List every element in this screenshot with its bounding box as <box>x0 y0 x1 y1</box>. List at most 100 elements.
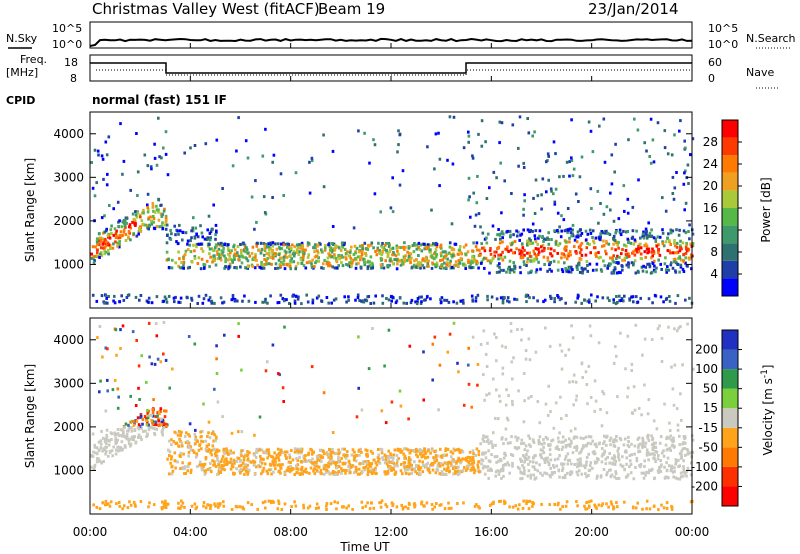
heatmap-cell <box>323 248 327 252</box>
heatmap-cell <box>633 408 637 412</box>
heatmap-cell <box>394 254 398 258</box>
heatmap-cell <box>529 473 533 477</box>
heatmap-cell <box>407 456 411 460</box>
heatmap-cell <box>179 467 182 470</box>
heatmap-cell <box>480 242 483 246</box>
heatmap-cell <box>224 463 227 467</box>
heatmap-cell <box>477 212 481 216</box>
heatmap-cell <box>444 266 448 270</box>
heatmap-cell <box>233 255 236 259</box>
heatmap-cell <box>369 449 373 453</box>
heatmap-cell <box>626 395 629 399</box>
heatmap-cell <box>424 456 427 460</box>
heatmap-cell <box>283 473 287 477</box>
heatmap-cell <box>325 468 329 472</box>
heatmap-cell <box>494 250 498 254</box>
heatmap-cell <box>387 298 391 302</box>
heatmap-cell <box>301 258 305 261</box>
heatmap-cell <box>399 469 403 473</box>
heatmap-cell <box>553 503 556 506</box>
heatmap-cell <box>302 454 305 458</box>
heatmap-cell <box>586 232 590 236</box>
heatmap-cell <box>490 502 494 506</box>
heatmap-cell <box>629 459 632 463</box>
heatmap-cell <box>660 267 663 271</box>
heatmap-cell <box>295 457 298 460</box>
heatmap-cell <box>404 254 407 258</box>
heatmap-cell <box>565 257 569 261</box>
heatmap-cell <box>562 174 565 178</box>
heatmap-cell <box>328 253 332 257</box>
heatmap-cell <box>416 297 420 300</box>
heatmap-cell <box>212 439 215 443</box>
heatmap-cell <box>528 251 531 255</box>
heatmap-cell <box>297 295 300 299</box>
heatmap-cell <box>171 258 174 262</box>
heatmap-cell <box>429 248 432 252</box>
heatmap-cell <box>523 253 526 257</box>
heatmap-cell <box>589 334 593 338</box>
heatmap-cell <box>126 506 130 510</box>
heatmap-cell <box>246 471 250 474</box>
heatmap-cell <box>595 506 598 510</box>
heatmap-cell <box>272 470 275 474</box>
heatmap-cell <box>614 470 617 474</box>
heatmap-cell <box>195 452 199 456</box>
heatmap-cell <box>380 266 383 270</box>
heatmap-cell <box>639 236 642 240</box>
heatmap-cell <box>223 333 226 337</box>
heatmap-cell <box>682 270 686 273</box>
heatmap-cell <box>275 247 279 251</box>
heatmap-cell <box>546 256 550 260</box>
x-tick-label: 00:00 <box>675 525 710 539</box>
heatmap-cell <box>107 243 111 247</box>
heatmap-cell <box>116 432 120 436</box>
heatmap-cell <box>246 457 250 461</box>
heatmap-cell <box>201 235 204 239</box>
heatmap-cell <box>260 461 264 465</box>
heatmap-cell <box>293 245 296 249</box>
heatmap-cell <box>389 452 392 456</box>
heatmap-cell <box>429 297 432 301</box>
heatmap-cell <box>374 468 377 472</box>
heatmap-cell <box>381 245 384 249</box>
heatmap-cell <box>550 254 554 258</box>
heatmap-cell <box>666 265 669 269</box>
heatmap-cell <box>508 229 512 233</box>
heatmap-cell <box>138 213 142 217</box>
heatmap-cell <box>689 256 693 260</box>
heatmap-cell <box>666 475 669 479</box>
heatmap-cell <box>311 301 315 305</box>
heatmap-cell <box>417 254 420 257</box>
heatmap-cell <box>262 195 266 199</box>
heatmap-cell <box>261 457 264 461</box>
heatmap-cell <box>408 344 412 348</box>
heatmap-cell <box>194 507 198 511</box>
heatmap-cell <box>413 259 416 263</box>
heatmap-cell <box>202 501 206 504</box>
heatmap-cell <box>484 256 488 260</box>
heatmap-cell <box>190 229 193 233</box>
heatmap-cell <box>672 436 675 440</box>
heatmap-cell <box>315 464 319 468</box>
heatmap-cell <box>389 257 392 261</box>
heatmap-cell <box>320 459 323 463</box>
heatmap-cell <box>580 232 584 235</box>
heatmap-cell <box>642 236 646 240</box>
heatmap-cell <box>221 301 224 305</box>
colorbar-tick-label: 16 <box>703 201 718 215</box>
heatmap-cell <box>564 455 568 458</box>
heatmap-cell <box>104 293 108 297</box>
heatmap-cell <box>642 230 645 234</box>
heatmap-cell <box>534 350 538 354</box>
heatmap-cell <box>471 455 475 459</box>
heatmap-cell <box>101 246 105 250</box>
heatmap-cell <box>575 470 579 474</box>
heatmap-cell <box>274 252 277 256</box>
heatmap-cell <box>456 262 460 266</box>
heatmap-cell <box>510 242 514 246</box>
heatmap-cell <box>302 503 305 507</box>
heatmap-cell <box>439 462 443 465</box>
heatmap-cell <box>113 433 117 437</box>
heatmap-cell <box>657 508 660 512</box>
